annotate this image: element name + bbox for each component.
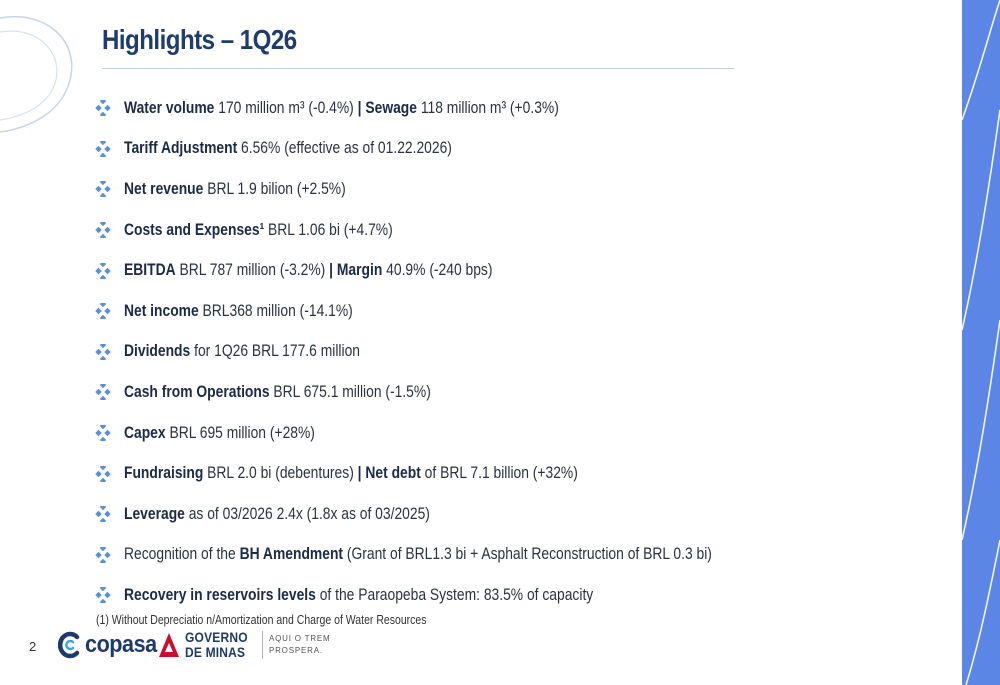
highlight-label: Tariff Adjustment [124, 139, 238, 158]
slide-title: Highlights – 1Q26 [102, 24, 297, 55]
highlight-item: Dividends for 1Q26 BRL 177.6 million [95, 332, 855, 373]
footnote: (1) Without Depreciatio n/Amortization a… [96, 613, 427, 627]
slogan-line-2: PROSPERA. [268, 646, 323, 655]
highlight-text: EBITDA BRL 787 million (-3.2%) | Margin … [124, 261, 492, 280]
governo-minas-logo: GOVERNO DE MINAS AQUI O TREM PROSPERA. [158, 630, 331, 660]
highlight-value: BRL 675.1 million (-1.5%) [269, 382, 431, 401]
copasa-wordmark: copasa [85, 631, 157, 658]
highlight-label: Recovery in reservoirs levels [124, 585, 316, 604]
highlight-label: EBITDA [124, 261, 176, 280]
highlight-item: EBITDA BRL 787 million (-3.2%) | Margin … [95, 250, 855, 291]
diamond-cluster-icon [95, 425, 111, 442]
slogan-line-1: AQUI O TREM [268, 634, 331, 643]
highlight-value: 40.9% (-240 bps) [382, 261, 493, 280]
highlight-text: Fundraising BRL 2.0 bi (debentures) | Ne… [124, 464, 578, 483]
highlight-label: Capex [124, 423, 166, 442]
highlight-label: Dividends [124, 342, 191, 361]
highlight-text: Recognition of the BH Amendment (Grant o… [124, 545, 712, 564]
highlight-item: Cash from Operations BRL 675.1 million (… [95, 372, 855, 413]
diamond-cluster-icon [95, 506, 111, 523]
highlight-value: BRL 1.06 bi (+4.7%) [264, 220, 393, 239]
decorative-swirl [0, 16, 73, 133]
page-number: 2 [29, 639, 37, 654]
highlight-item: Water volume 170 million m³ (-0.4%) | Se… [95, 88, 855, 129]
diamond-cluster-icon [95, 222, 111, 239]
highlight-label: Net income [124, 301, 199, 320]
highlight-text: Net revenue BRL 1.9 bilion (+2.5%) [124, 180, 346, 199]
governo-line-1: GOVERNO [185, 629, 248, 645]
logo-divider [261, 631, 263, 659]
highlight-label: Leverage [124, 504, 185, 523]
highlight-label: Water volume [124, 98, 215, 117]
highlight-item: Capex BRL 695 million (+28%) [95, 413, 855, 454]
highlight-value: BRL 1.9 bilion (+2.5%) [203, 179, 346, 198]
highlight-text: Water volume 170 million m³ (-0.4%) | Se… [124, 99, 559, 118]
copasa-logo: copasa [58, 631, 165, 659]
governo-triangle-icon [159, 633, 179, 657]
highlight-text: Capex BRL 695 million (+28%) [124, 424, 315, 443]
highlight-item: Fundraising BRL 2.0 bi (debentures) | Ne… [95, 453, 855, 494]
highlight-text: Leverage as of 03/2026 2.4x (1.8x as of … [124, 505, 430, 524]
highlight-value: Recognition of the [124, 545, 240, 564]
highlight-value: BRL 787 million (-3.2%) [175, 261, 330, 280]
highlight-value: for 1Q26 BRL 177.6 million [190, 342, 360, 361]
highlight-label: Fundraising [124, 464, 204, 483]
diamond-cluster-icon [95, 587, 111, 604]
highlight-value: of BRL 7.1 billion (+32%) [420, 464, 578, 483]
highlight-text: Costs and Expenses¹ BRL 1.06 bi (+4.7%) [124, 221, 393, 240]
highlight-item: Costs and Expenses¹ BRL 1.06 bi (+4.7%) [95, 210, 855, 251]
highlight-label: | Sewage [357, 98, 417, 117]
highlight-value: of the Paraopeba System: 83.5% of capaci… [315, 585, 594, 604]
highlight-label: Net revenue [124, 179, 204, 198]
diamond-cluster-icon [95, 343, 111, 360]
highlight-text: Dividends for 1Q26 BRL 177.6 million [124, 342, 360, 361]
highlight-item: Net revenue BRL 1.9 bilion (+2.5%) [95, 169, 855, 210]
title-underline [102, 68, 734, 69]
highlight-label: | Margin [329, 261, 383, 280]
highlight-value: BRL 2.0 bi (debentures) [203, 464, 358, 483]
highlight-value: BRL 695 million (+28%) [165, 423, 315, 442]
highlight-label: Costs and Expenses¹ [124, 220, 265, 239]
highlight-item: Net income BRL368 million (-14.1%) [95, 291, 855, 332]
highlight-value: BRL368 million (-14.1%) [198, 301, 353, 320]
diamond-cluster-icon [95, 181, 111, 198]
diamond-cluster-icon [95, 384, 111, 401]
highlight-text: Recovery in reservoirs levels of the Par… [124, 586, 593, 605]
highlight-item: Recognition of the BH Amendment (Grant o… [95, 535, 855, 576]
decorative-side-band [962, 0, 1000, 685]
highlight-text: Cash from Operations BRL 675.1 million (… [124, 383, 431, 402]
highlight-item: Leverage as of 03/2026 2.4x (1.8x as of … [95, 494, 855, 535]
highlight-label: BH Amendment [239, 545, 344, 564]
highlight-value: 118 million m³ (+0.3%) [416, 98, 559, 117]
highlight-item: Tariff Adjustment 6.56% (effective as of… [95, 129, 855, 170]
diamond-cluster-icon [95, 262, 111, 279]
diamond-cluster-icon [95, 546, 111, 563]
highlight-value: (Grant of BRL1.3 bi + Asphalt Reconstruc… [343, 545, 712, 564]
highlight-value: 6.56% (effective as of 01.22.2026) [237, 139, 452, 158]
governo-line-2: DE MINAS [185, 644, 246, 660]
diamond-cluster-icon [95, 465, 111, 482]
highlight-value: as of 03/2026 2.4x (1.8x as of 03/2025) [184, 504, 430, 523]
diamond-cluster-icon [95, 100, 111, 117]
highlight-item: Recovery in reservoirs levels of the Par… [95, 575, 855, 616]
highlight-text: Net income BRL368 million (-14.1%) [124, 302, 353, 321]
highlight-text: Tariff Adjustment 6.56% (effective as of… [124, 139, 452, 158]
highlight-value: 170 million m³ (-0.4%) [214, 98, 358, 117]
highlight-label: | Net debt [357, 464, 421, 483]
diamond-cluster-icon [95, 303, 111, 320]
diamond-cluster-icon [95, 140, 111, 157]
highlights-list: Water volume 170 million m³ (-0.4%) | Se… [95, 88, 855, 616]
copasa-mark-icon [58, 631, 80, 659]
highlight-label: Cash from Operations [124, 382, 270, 401]
